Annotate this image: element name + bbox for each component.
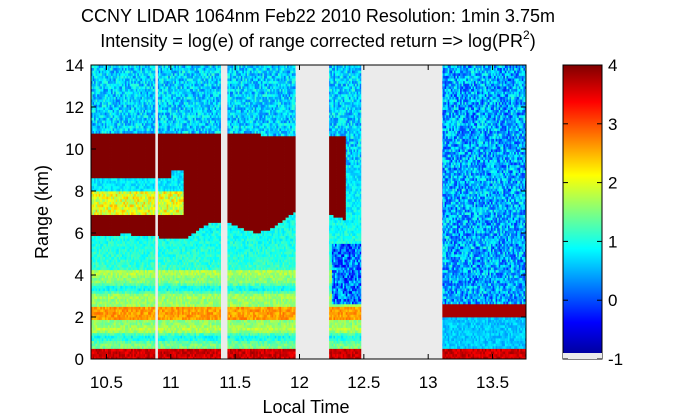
y-tick-label: 12 [65,98,84,117]
y-tick-label: 10 [65,140,84,159]
x-tick-label: 11.5 [219,373,251,392]
x-tick-label: 11 [162,373,180,392]
colorbar-bottom-swatch [563,353,602,359]
y-tick-label: 14 [65,56,84,75]
colorbar-tick-label: 2 [608,174,617,193]
x-tick-label: 13 [419,373,438,392]
colorbar-tick-label: -1 [608,350,623,369]
chart-subtitle-main: Intensity = log(e) of range corrected re… [100,31,523,51]
x-tick-label: 10.5 [90,373,123,392]
data-gap [155,65,158,359]
y-tick-label: 6 [75,224,84,243]
data-gap [221,65,227,359]
x-axis-label: Local Time [262,397,349,417]
colorbar [563,65,602,359]
y-axis-label: Range (km) [32,165,52,259]
colorbar-tick-label: 4 [608,56,617,75]
colorbar-tick-label: 0 [608,291,617,310]
y-tick-label: 2 [75,308,84,327]
chart-title: CCNY LIDAR 1064nm Feb22 2010 Resolution:… [81,6,555,26]
chart-subtitle: Intensity = log(e) of range corrected re… [100,28,535,51]
x-tick-label: 12.5 [347,373,380,392]
y-tick-label: 4 [75,266,84,285]
data-gap [296,65,329,359]
chart-subtitle-end: ) [530,31,536,51]
colorbar-tick-label: 1 [608,232,617,251]
data-gap [361,65,442,359]
x-tick-label: 12 [290,373,309,392]
colorbar-tick-label: 3 [608,115,617,134]
x-tick-label: 13.5 [476,373,509,392]
y-tick-label: 0 [75,350,84,369]
y-tick-label: 8 [75,182,84,201]
